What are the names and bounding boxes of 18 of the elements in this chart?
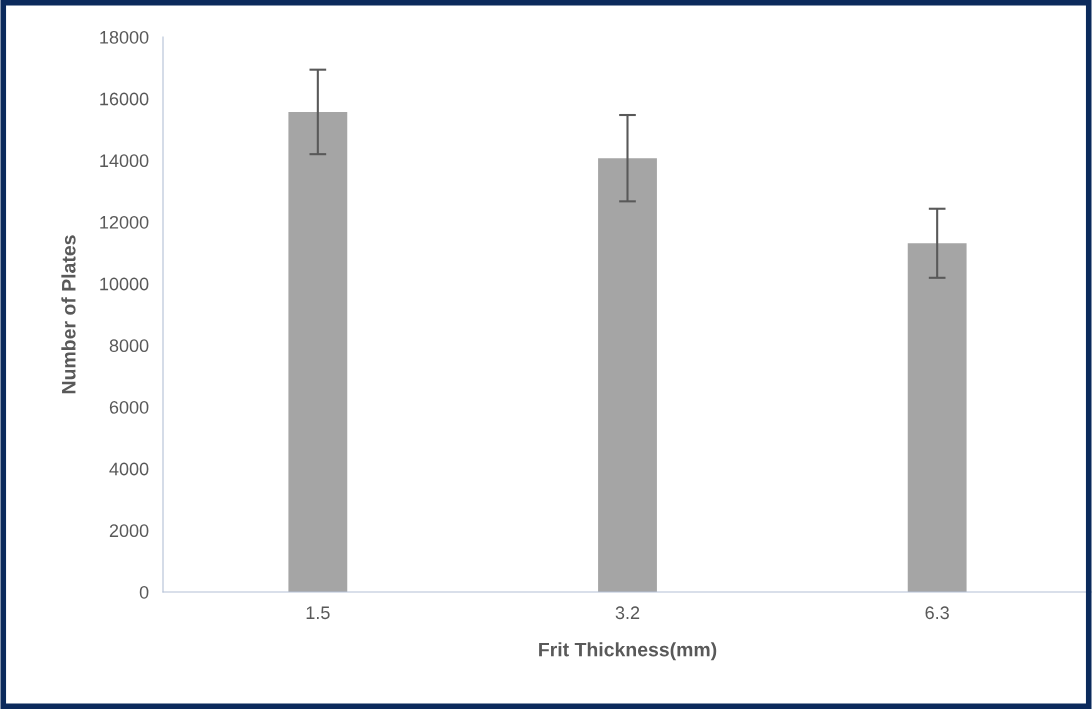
y-tick-label: 4000 — [109, 462, 149, 476]
x-tick-label: 1.5 — [306, 606, 330, 620]
bar — [598, 158, 657, 592]
y-tick-label: 0 — [139, 585, 149, 599]
x-axis-title: Frit Thickness(mm) — [539, 642, 717, 661]
y-tick-label: 16000 — [100, 92, 149, 106]
y-axis-title: Number of Plates — [61, 235, 76, 394]
y-tick-label: 12000 — [100, 215, 149, 229]
bar — [288, 111, 348, 592]
y-tick-label: 8000 — [109, 339, 149, 353]
bar — [907, 243, 967, 592]
y-tick-label: 18000 — [100, 30, 149, 44]
x-tick-label: 3.2 — [615, 606, 640, 620]
y-tick-label: 14000 — [100, 154, 149, 168]
x-tick-label: 6.3 — [925, 606, 949, 620]
y-tick-label: 2000 — [109, 524, 149, 538]
y-tick-label: 10000 — [100, 277, 149, 291]
y-tick-label: 6000 — [109, 400, 149, 414]
